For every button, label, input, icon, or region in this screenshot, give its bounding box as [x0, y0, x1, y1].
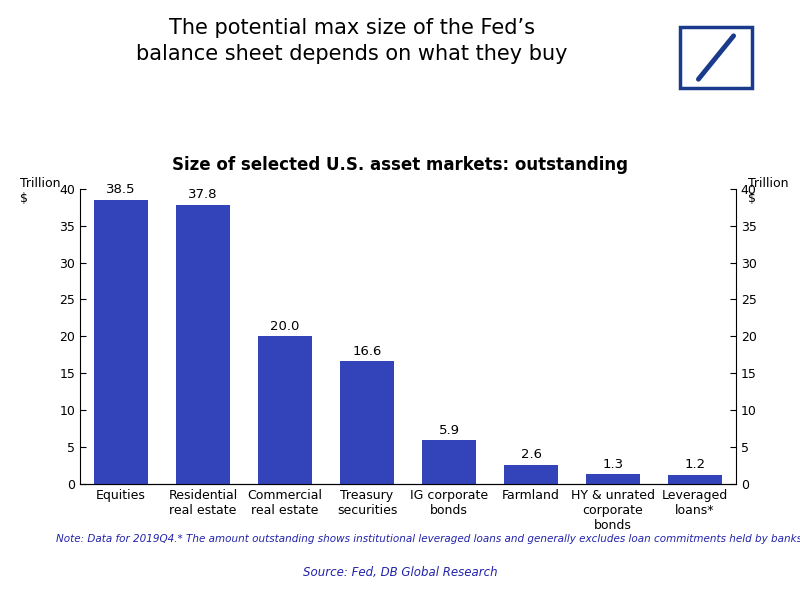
Bar [504, 465, 558, 484]
Bar [258, 336, 312, 484]
Text: Trillion
$: Trillion $ [20, 177, 61, 205]
Text: Source: Fed, DB Global Research: Source: Fed, DB Global Research [302, 566, 498, 579]
Text: 37.8: 37.8 [188, 188, 218, 201]
Bar [668, 475, 722, 484]
Text: Trillion
$: Trillion $ [748, 177, 789, 205]
Text: 1.3: 1.3 [602, 457, 623, 471]
Bar [422, 440, 476, 484]
Bar [176, 205, 230, 484]
Text: 16.6: 16.6 [352, 345, 382, 358]
Bar [94, 200, 148, 484]
Text: 20.0: 20.0 [270, 320, 300, 333]
Text: 5.9: 5.9 [438, 424, 459, 437]
Bar [586, 474, 640, 484]
Text: 1.2: 1.2 [685, 458, 706, 471]
Text: 2.6: 2.6 [521, 448, 542, 461]
Bar [340, 361, 394, 484]
Text: The potential max size of the Fed’s
balance sheet depends on what they buy: The potential max size of the Fed’s bala… [136, 18, 568, 64]
Text: Size of selected U.S. asset markets: outstanding: Size of selected U.S. asset markets: out… [172, 156, 628, 174]
Text: Note: Data for 2019Q4.* The amount outstanding shows institutional leveraged loa: Note: Data for 2019Q4.* The amount outst… [56, 534, 800, 544]
Text: 38.5: 38.5 [106, 183, 136, 196]
